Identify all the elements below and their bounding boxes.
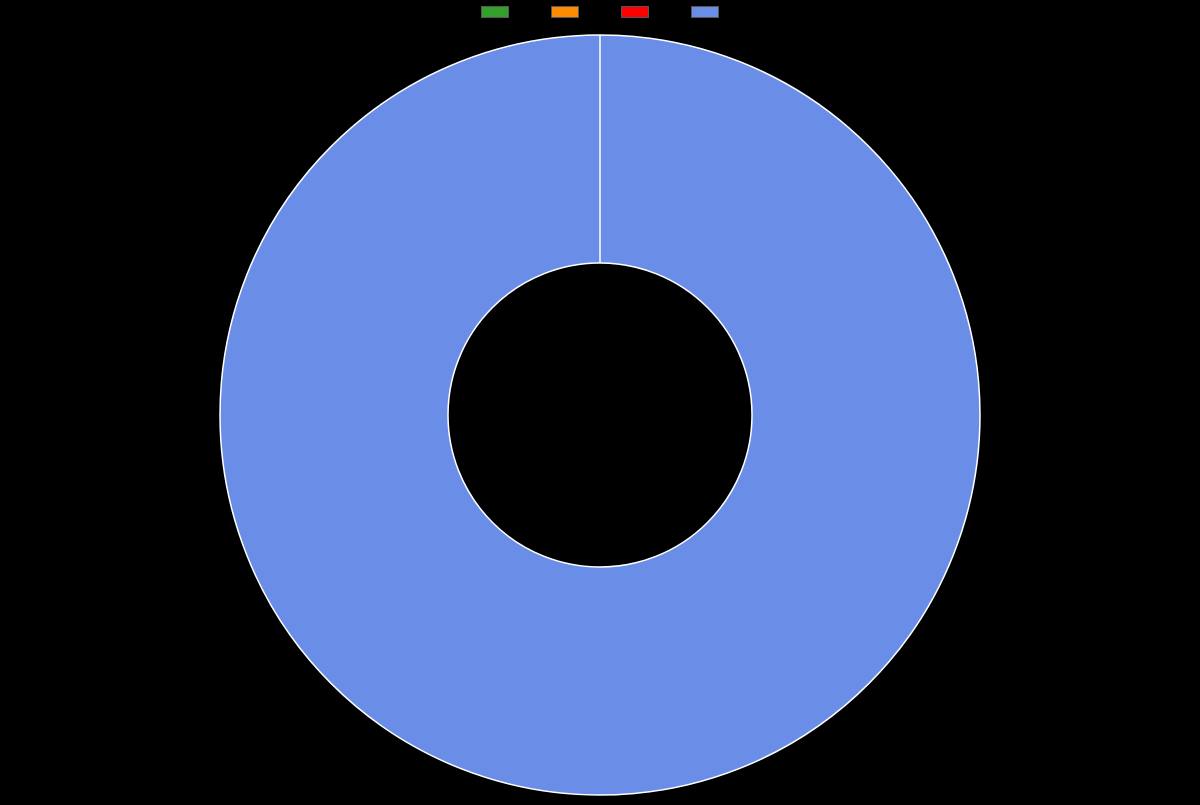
- donut-chart: [215, 30, 985, 800]
- legend-swatch-2: [621, 6, 649, 18]
- legend-swatch-0: [481, 6, 509, 18]
- legend-item-3: [691, 6, 719, 18]
- chart-legend: [481, 6, 719, 18]
- legend-swatch-1: [551, 6, 579, 18]
- legend-item-1: [551, 6, 579, 18]
- legend-swatch-3: [691, 6, 719, 18]
- donut-svg: [215, 30, 985, 800]
- legend-item-0: [481, 6, 509, 18]
- legend-item-2: [621, 6, 649, 18]
